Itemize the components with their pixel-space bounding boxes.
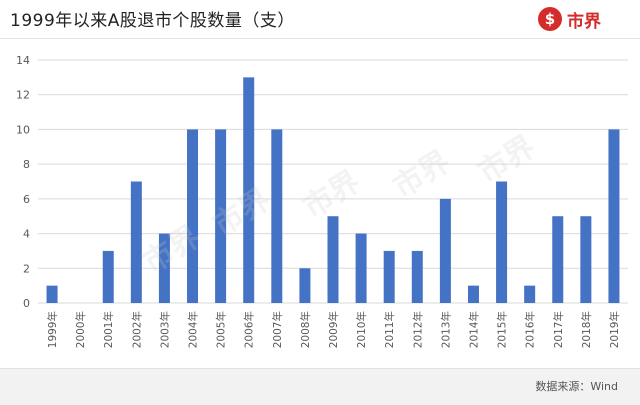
bar (130, 181, 142, 303)
x-tick-label: 2003年 (158, 311, 171, 348)
bar (608, 129, 620, 303)
bar (355, 233, 367, 303)
x-tick-label: 2000年 (74, 311, 87, 348)
x-tick-label: 2017年 (552, 311, 565, 348)
y-tick-label: 8 (23, 158, 30, 171)
chart-header: 1999年以来A股退市个股数量（支） $ 市界 (0, 0, 640, 38)
chart-title: 1999年以来A股退市个股数量（支） (10, 11, 295, 31)
y-tick-label: 4 (23, 228, 30, 241)
bar (439, 198, 451, 303)
x-tick-label: 2007年 (271, 311, 284, 348)
y-tick-label: 6 (23, 193, 30, 206)
data-source: 数据来源：Wind (535, 380, 618, 393)
y-tick-label: 2 (23, 262, 30, 275)
x-tick-label: 2012年 (411, 311, 424, 348)
x-tick-label: 2006年 (243, 311, 256, 348)
bar (467, 285, 479, 303)
footer: 数据来源：Wind (0, 368, 640, 405)
bar (496, 181, 508, 303)
logo-text: 市界 (567, 11, 601, 32)
x-tick-label: 2008年 (299, 311, 312, 348)
bar (580, 216, 592, 303)
bar (102, 250, 114, 303)
x-tick-label: 2016年 (524, 311, 537, 348)
x-tick-label: 2011年 (383, 311, 396, 348)
bar (383, 250, 395, 303)
bar (187, 129, 199, 303)
bar (158, 233, 170, 303)
bar (524, 285, 536, 303)
x-tick-label: 2002年 (130, 311, 143, 348)
x-tick-label: 2014年 (467, 311, 480, 348)
bar (299, 268, 311, 303)
bar (215, 129, 227, 303)
x-tick-label: 2001年 (102, 311, 115, 348)
y-tick-label: 12 (16, 89, 30, 102)
x-tick-label: 2013年 (439, 311, 452, 348)
x-tick-label: 1999年 (46, 311, 59, 348)
logo-icon: $ (538, 7, 562, 31)
x-tick-label: 2018年 (580, 311, 593, 348)
x-tick-label: 2009年 (327, 311, 340, 348)
x-tick-label: 2010年 (355, 311, 368, 348)
bar (243, 77, 255, 303)
x-tick-label: 2004年 (187, 311, 200, 348)
x-tick-label: 2005年 (215, 311, 228, 348)
header-divider (0, 38, 640, 39)
y-tick-label: 10 (16, 123, 30, 136)
bar (46, 285, 58, 303)
bar (411, 250, 423, 303)
x-tick-label: 2019年 (608, 311, 621, 348)
bar (271, 129, 283, 303)
bar-chart: 0 2 4 6 8 10 12 14 1999年 2000年 2001年 2002年 2003年 2004… (16, 54, 628, 348)
x-tick-label: 2015年 (496, 311, 509, 348)
brand-logo: $ 市界 (538, 5, 601, 33)
y-tick-label: 14 (16, 54, 30, 67)
y-tick-label: 0 (23, 297, 30, 310)
bar (552, 216, 564, 303)
bar (327, 216, 339, 303)
